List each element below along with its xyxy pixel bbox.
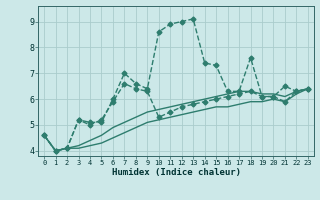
X-axis label: Humidex (Indice chaleur): Humidex (Indice chaleur) — [111, 168, 241, 177]
